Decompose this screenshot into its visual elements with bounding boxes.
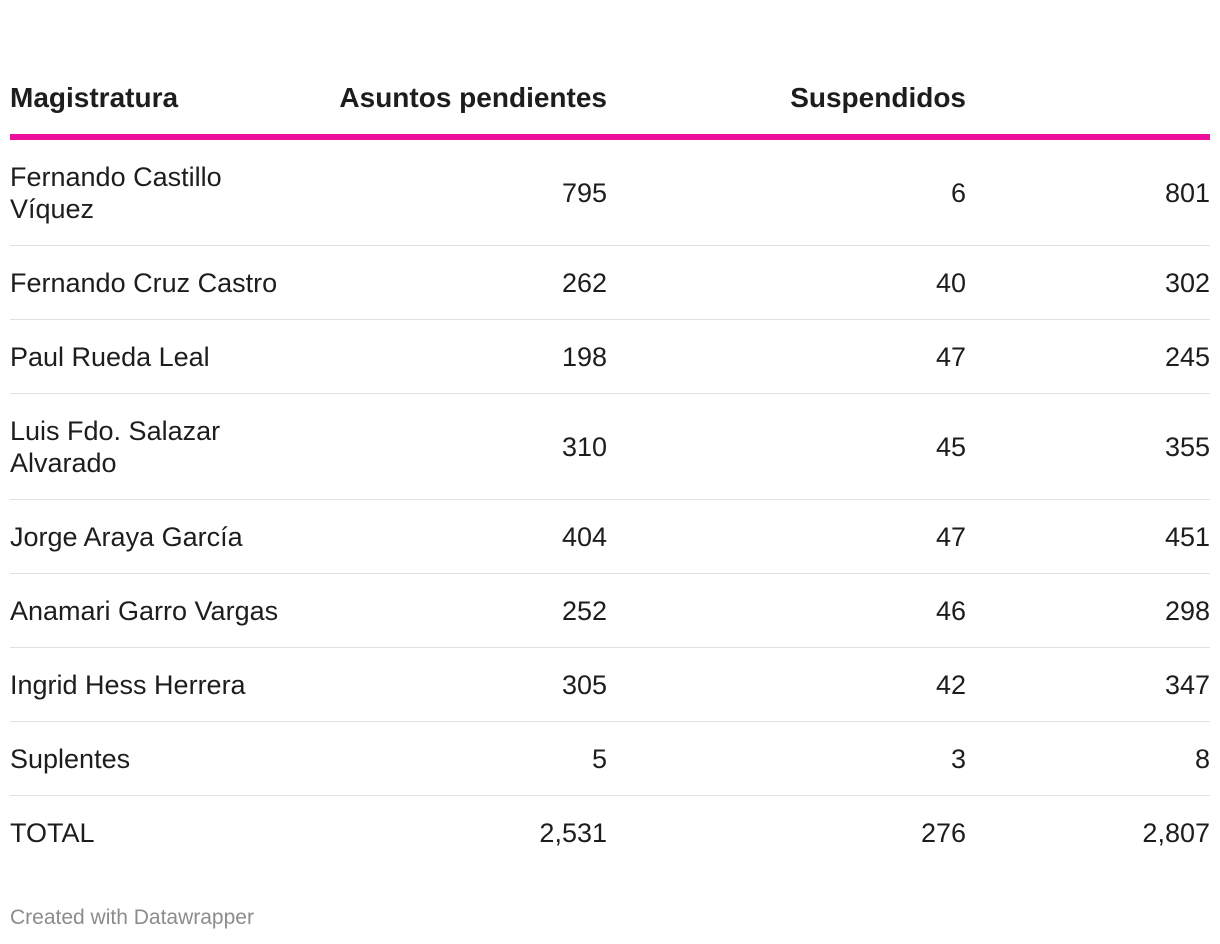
cell-asuntos-pendientes: 310	[561, 431, 607, 462]
cell-magistratura: Fernando Castillo Víquez	[10, 161, 222, 224]
column-header-asuntos-pendientes[interactable]: Asuntos pendientes	[339, 82, 607, 113]
column-header-suspendidos[interactable]: Suspendidos	[790, 82, 966, 113]
cell-suspendidos: 3	[950, 743, 966, 774]
data-table: Magistratura Asuntos pendientes Suspendi…	[10, 0, 1210, 870]
cell-suspendidos: 6	[950, 177, 966, 208]
cell-total: 302	[1164, 267, 1210, 298]
table-row: Anamari Garro Vargas 252 46 298	[10, 574, 1210, 648]
cell-magistratura: Fernando Cruz Castro	[10, 267, 278, 298]
table-row: Paul Rueda Leal 198 47 245	[10, 320, 1210, 394]
table-row-total: TOTAL 2,531 276 2,807	[10, 796, 1210, 870]
cell-magistratura: Jorge Araya García	[10, 521, 243, 552]
cell-magistratura: Luis Fdo. Salazar Alvarado	[10, 415, 221, 478]
cell-asuntos-pendientes: 262	[561, 267, 607, 298]
table-row: Ingrid Hess Herrera 305 42 347	[10, 648, 1210, 722]
cell-total: 451	[1164, 521, 1210, 552]
table-row: Suplentes 5 3 8	[10, 722, 1210, 796]
cell-asuntos-pendientes: 198	[561, 341, 607, 372]
cell-asuntos-pendientes: 305	[561, 669, 607, 700]
cell-suspendidos: 276	[920, 818, 966, 848]
table-row: Fernando Castillo Víquez 795 6 801	[10, 140, 1210, 246]
cell-asuntos-pendientes: 5	[591, 743, 607, 774]
table-header: Magistratura Asuntos pendientes Suspendi…	[10, 0, 1210, 140]
datawrapper-credit[interactable]: Created with Datawrapper	[10, 906, 254, 929]
cell-suspendidos: 46	[935, 595, 966, 626]
cell-total: 2,807	[1142, 818, 1210, 848]
cell-asuntos-pendientes: 404	[561, 521, 607, 552]
cell-asuntos-pendientes: 2,531	[539, 818, 607, 848]
cell-magistratura: Suplentes	[10, 743, 131, 774]
cell-magistratura: Ingrid Hess Herrera	[10, 669, 246, 700]
cell-magistratura: Anamari Garro Vargas	[10, 595, 279, 626]
cell-total: 298	[1164, 595, 1210, 626]
cell-total: 347	[1164, 669, 1210, 700]
cell-suspendidos: 47	[935, 521, 966, 552]
table-body: Fernando Castillo Víquez 795 6 801 Ferna…	[10, 140, 1210, 870]
cell-asuntos-pendientes: 795	[561, 177, 607, 208]
cell-total: 245	[1164, 341, 1210, 372]
cell-total: 801	[1164, 177, 1210, 208]
cell-suspendidos: 40	[935, 267, 966, 298]
table-row: Jorge Araya García 404 47 451	[10, 500, 1210, 574]
cell-total: 355	[1164, 431, 1210, 462]
cell-suspendidos: 42	[935, 669, 966, 700]
table-row: Fernando Cruz Castro 262 40 302	[10, 246, 1210, 320]
cell-suspendidos: 45	[935, 431, 966, 462]
cell-magistratura: TOTAL	[10, 818, 95, 848]
cell-asuntos-pendientes: 252	[561, 595, 607, 626]
table-row: Luis Fdo. Salazar Alvarado 310 45 355	[10, 394, 1210, 500]
cell-magistratura: Paul Rueda Leal	[10, 341, 210, 372]
cell-total: 8	[1194, 743, 1210, 774]
cell-suspendidos: 47	[935, 341, 966, 372]
column-header-magistratura[interactable]: Magistratura	[10, 82, 179, 113]
